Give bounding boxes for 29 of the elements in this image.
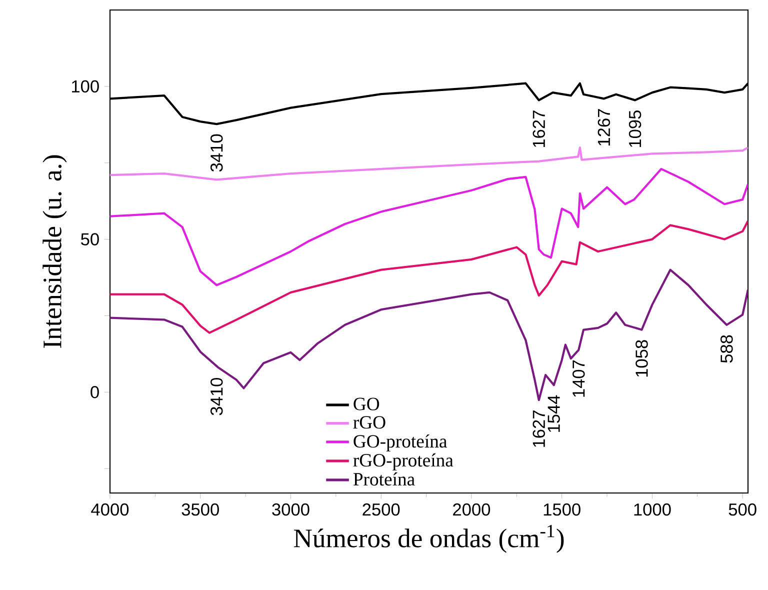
y-tick-label: 50 [81, 233, 99, 246]
annotation: 1267 [598, 109, 610, 146]
x-tick-label: 2500 [362, 503, 400, 516]
x-tick-label: 500 [728, 503, 756, 516]
annotation: 3410 [210, 134, 223, 172]
legend-label: GO [354, 398, 380, 410]
annotation: 1095 [628, 110, 642, 148]
annotation: 1407 [572, 360, 585, 397]
y-tick-label: 0 [90, 386, 99, 398]
x-tick-label: 1000 [634, 503, 671, 516]
y-tick-label: 100 [72, 80, 99, 93]
x-tick-label: 2000 [453, 503, 490, 516]
legend-label: GO-proteína [354, 434, 447, 452]
annotation: 3410 [210, 378, 223, 416]
legend-label: Proteína [353, 472, 415, 486]
y-axis-title: Intensidade (u. a.) [42, 155, 67, 348]
annotation: 1058 [636, 340, 648, 377]
x-tick-label: 1500 [544, 503, 580, 516]
x-tick-label: 3500 [182, 503, 219, 516]
line-series [110, 220, 748, 334]
annotation: 1627 [532, 110, 546, 148]
x-axis-title: Números de ondas (cm$^{-1}$) [294, 524, 564, 553]
x-tick-label: 3000 [272, 503, 310, 516]
annotation: 1627 [532, 410, 546, 447]
x-tick-label: 4000 [91, 503, 129, 516]
annotation: 1544 [548, 395, 560, 432]
legend-label: rGO [353, 416, 386, 429]
legend-label: rGO-proteína [353, 453, 454, 470]
annotation: 588 [720, 335, 733, 363]
